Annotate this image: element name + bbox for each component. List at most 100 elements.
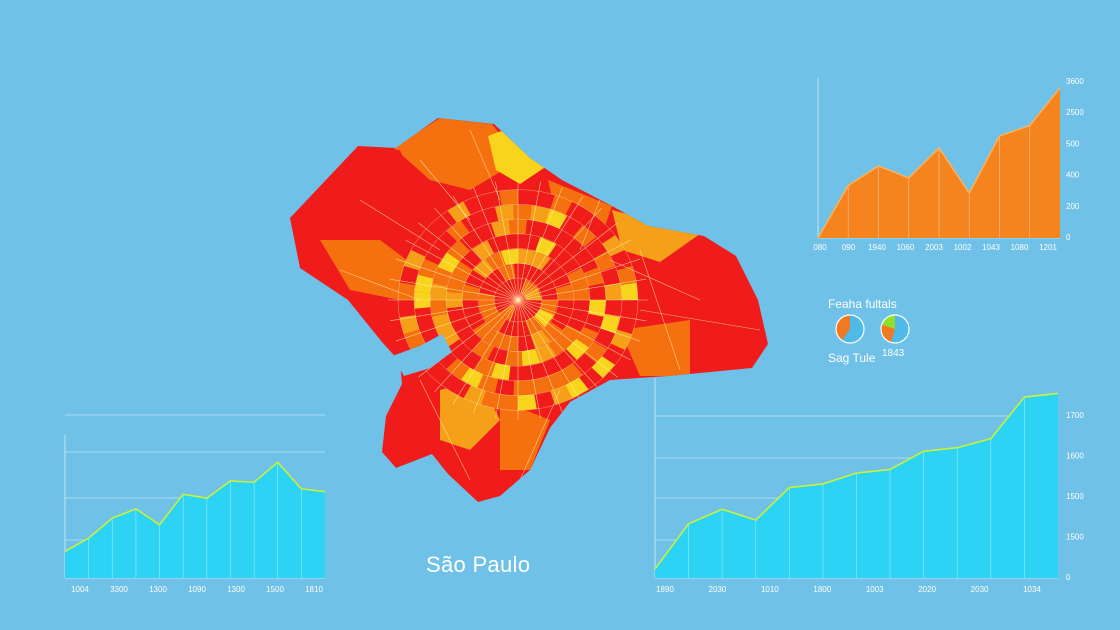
ring-district-39	[500, 248, 518, 266]
district-border-radial	[517, 299, 641, 342]
ring-district-89	[459, 229, 482, 251]
chart-x-tick-label: 2030	[709, 585, 727, 594]
ring-district-79	[474, 357, 496, 377]
ring-district-18	[478, 278, 499, 296]
district-border-radial	[517, 207, 602, 301]
ring-district-11	[534, 308, 555, 328]
ring-district-53	[472, 339, 495, 360]
chart-y-tick-label: 0	[1066, 573, 1071, 582]
ring-district-86	[431, 267, 453, 287]
chart-area	[655, 393, 1058, 578]
district-border	[419, 379, 471, 481]
ring-district-146	[480, 390, 502, 410]
ring-district-25	[556, 300, 574, 316]
ring-district-174	[620, 282, 638, 300]
ring-district-134	[604, 282, 622, 300]
chart-series-line	[817, 87, 1061, 239]
ring-district-115	[417, 321, 439, 342]
chart-y-tick-label: 1600	[1066, 452, 1084, 461]
district-border	[639, 249, 681, 371]
ring-district-102	[593, 328, 616, 350]
chart-x-tick-label: 3300	[110, 585, 128, 594]
ring-district-45	[572, 300, 590, 317]
ring-district-42	[541, 258, 564, 279]
ring-district-123	[460, 212, 484, 233]
chart-y-tick-label: 400	[1066, 171, 1080, 180]
district-border-radial	[517, 181, 541, 301]
district-border-radial	[517, 187, 563, 301]
ring-district-30	[500, 334, 518, 352]
ring-district-37	[472, 258, 495, 279]
ring-district-172	[610, 249, 633, 271]
chart-y-tick-label: 2500	[1066, 108, 1084, 117]
district-3	[612, 210, 700, 262]
chart-y-tick-label: 500	[1066, 139, 1080, 148]
district-border-radial	[517, 299, 584, 405]
ring-district-106	[545, 371, 568, 391]
ring-district-136	[616, 314, 637, 335]
district-border-radial	[517, 299, 602, 393]
pie-slice	[841, 315, 865, 344]
chart-x-tick-label: 1810	[305, 585, 323, 594]
district-border-ring	[445, 233, 591, 367]
chart-x-tick-label: 1043	[982, 243, 1000, 252]
pie-legend-title: Feaha fultals	[828, 297, 897, 311]
district-5	[620, 320, 690, 376]
ring-district-85	[430, 283, 448, 300]
chart-x-tick-label: 2020	[918, 585, 936, 594]
ring-district-55	[451, 318, 473, 339]
district-border-radial	[517, 299, 563, 413]
district-border-ring	[429, 218, 607, 382]
chart-y-tick-label: 0	[1066, 233, 1071, 242]
district-border	[579, 199, 601, 251]
ring-district-116	[414, 307, 434, 326]
ring-district-161	[447, 201, 471, 223]
ring-district-148	[447, 377, 471, 399]
district-border-radial	[434, 299, 519, 393]
ring-district-46	[567, 312, 588, 332]
ring-district-44	[556, 284, 574, 300]
ring-district-52	[487, 346, 508, 366]
district-border-radial	[517, 222, 618, 301]
ring-district-132	[593, 250, 616, 272]
ring-district-171	[602, 235, 625, 257]
chart-y-tick-label: 200	[1066, 202, 1080, 211]
ring-district-61	[472, 240, 495, 261]
ring-district-163	[480, 190, 502, 210]
ring-district-167	[550, 195, 573, 215]
district-border-radial	[517, 299, 618, 378]
pie-legend-caption-right: 1843	[882, 348, 905, 359]
chart-y-tick-label: 1700	[1066, 411, 1084, 420]
ring-district-98	[583, 267, 605, 287]
ring-district-27	[541, 321, 564, 342]
ring-district-157	[403, 249, 426, 271]
ring-district-143	[534, 390, 556, 410]
ring-district-74	[554, 349, 577, 371]
ring-district-138	[602, 343, 625, 365]
district-border	[469, 129, 501, 201]
ring-district-125	[494, 204, 515, 222]
ring-district-111	[460, 367, 484, 388]
chart-x-tick-label: 1002	[954, 243, 972, 252]
ring-district-133	[600, 266, 621, 286]
district-border	[609, 259, 701, 301]
district-border-radial	[395, 299, 519, 342]
ring-district-70	[588, 300, 606, 317]
ring-district-68	[567, 268, 588, 288]
ring-district-78	[490, 362, 511, 381]
ring-district-128	[545, 209, 568, 229]
ring-district-35	[462, 284, 480, 300]
ring-district-47	[558, 324, 582, 346]
ring-district-105	[559, 363, 583, 385]
pie-legend-caption-left: Sag Tule	[828, 351, 876, 365]
pie-slice	[881, 315, 895, 329]
chart-x-tick-label: 080	[813, 243, 827, 252]
ring-district-129	[559, 215, 583, 237]
ring-district-62	[487, 234, 508, 254]
chart-x-tick-label: 1003	[866, 585, 884, 594]
chart-x-tick-label: 1300	[149, 585, 167, 594]
district-7	[500, 400, 550, 470]
chart-x-tick-label: 1060	[897, 243, 915, 252]
